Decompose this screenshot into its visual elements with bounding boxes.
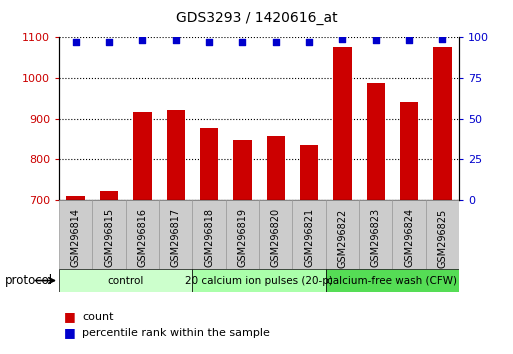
Text: ■: ■ xyxy=(64,326,76,339)
Bar xyxy=(233,140,251,200)
Point xyxy=(105,39,113,45)
Bar xyxy=(259,200,292,269)
Text: GSM296818: GSM296818 xyxy=(204,208,214,267)
Point xyxy=(238,39,246,45)
Text: protocol: protocol xyxy=(5,274,53,287)
Bar xyxy=(92,200,126,269)
Point xyxy=(271,39,280,45)
Text: GSM296820: GSM296820 xyxy=(271,208,281,267)
Point xyxy=(138,38,146,43)
Bar xyxy=(292,200,326,269)
Text: 20 calcium ion pulses (20-p): 20 calcium ion pulses (20-p) xyxy=(185,275,333,286)
Point xyxy=(171,38,180,43)
Bar xyxy=(159,200,192,269)
Text: GSM296815: GSM296815 xyxy=(104,208,114,267)
Text: calcium-free wash (CFW): calcium-free wash (CFW) xyxy=(327,275,458,286)
Point xyxy=(438,36,446,42)
Bar xyxy=(192,269,326,292)
Bar xyxy=(133,113,151,200)
Text: percentile rank within the sample: percentile rank within the sample xyxy=(82,328,270,338)
Bar xyxy=(59,269,192,292)
Point xyxy=(71,39,80,45)
Text: GSM296814: GSM296814 xyxy=(71,208,81,267)
Point xyxy=(205,39,213,45)
Text: count: count xyxy=(82,312,113,322)
Text: GSM296823: GSM296823 xyxy=(371,208,381,267)
Text: GSM296819: GSM296819 xyxy=(238,208,247,267)
Point xyxy=(405,38,413,43)
Point xyxy=(338,36,346,42)
Text: GSM296821: GSM296821 xyxy=(304,208,314,267)
Text: GSM296825: GSM296825 xyxy=(438,208,447,268)
Bar xyxy=(367,83,385,200)
Bar xyxy=(300,145,318,200)
Bar xyxy=(126,200,159,269)
Bar xyxy=(267,136,285,200)
Point xyxy=(305,39,313,45)
Text: control: control xyxy=(108,275,144,286)
Bar xyxy=(400,102,418,200)
Bar xyxy=(326,200,359,269)
Bar xyxy=(326,269,459,292)
Text: GSM296817: GSM296817 xyxy=(171,208,181,267)
Bar xyxy=(426,200,459,269)
Bar xyxy=(100,191,118,200)
Text: GSM296824: GSM296824 xyxy=(404,208,414,267)
Bar xyxy=(167,110,185,200)
Text: GDS3293 / 1420616_at: GDS3293 / 1420616_at xyxy=(175,11,338,25)
Bar xyxy=(67,196,85,200)
Point xyxy=(371,38,380,43)
Text: ■: ■ xyxy=(64,310,76,323)
Bar xyxy=(359,200,392,269)
Bar xyxy=(333,47,351,200)
Text: GSM296816: GSM296816 xyxy=(137,208,147,267)
Bar xyxy=(200,127,218,200)
Bar xyxy=(433,47,451,200)
Bar xyxy=(226,200,259,269)
Text: GSM296822: GSM296822 xyxy=(338,208,347,268)
Bar xyxy=(392,200,426,269)
Bar xyxy=(59,200,92,269)
Bar xyxy=(192,200,226,269)
